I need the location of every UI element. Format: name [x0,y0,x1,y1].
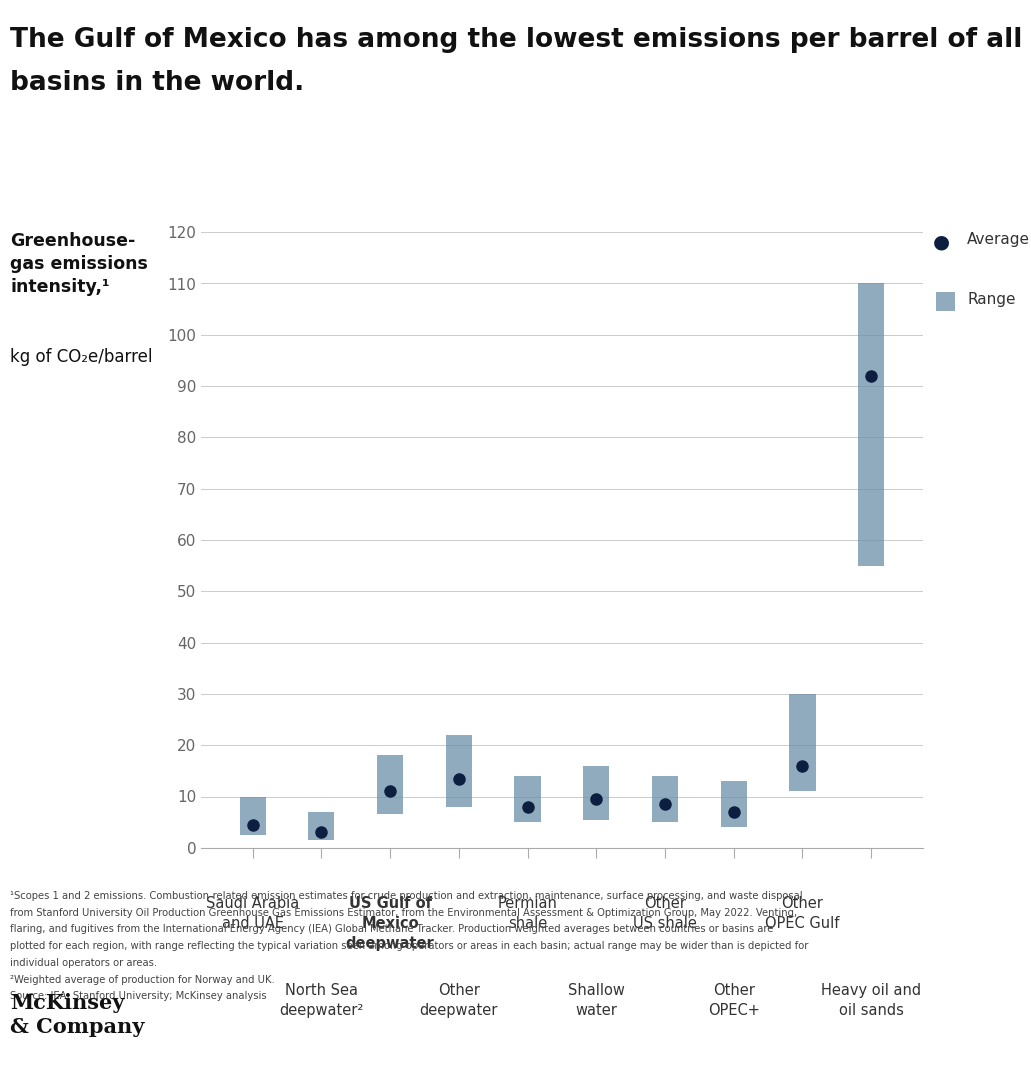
Text: Shallow
water: Shallow water [568,983,625,1017]
Text: kg of CO₂e/barrel: kg of CO₂e/barrel [10,348,153,366]
Text: Heavy oil and
oil sands: Heavy oil and oil sands [821,983,922,1017]
Text: Greenhouse-
gas emissions
intensity,¹: Greenhouse- gas emissions intensity,¹ [10,232,148,296]
Text: flaring, and fugitives from the International Energy Agency (IEA) Global Methane: flaring, and fugitives from the Internat… [10,924,773,934]
Text: Other
OPEC Gulf: Other OPEC Gulf [765,896,839,931]
Text: individual operators or areas.: individual operators or areas. [10,958,158,968]
Bar [858,283,885,566]
Bar [514,775,540,822]
Bar [652,775,678,822]
Bar [790,693,816,792]
Bar [377,756,403,814]
Bar [584,766,609,820]
Text: Source: IEA; Stanford University; McKinsey analysis: Source: IEA; Stanford University; McKins… [10,991,267,1001]
Text: basins in the world.: basins in the world. [10,70,304,96]
Text: ¹Scopes 1 and 2 emissions. Combustion-related emission estimates for crude produ: ¹Scopes 1 and 2 emissions. Combustion-re… [10,891,803,901]
Text: Other
US shale: Other US shale [633,896,697,931]
Text: Permian
shale: Permian shale [498,896,558,931]
Bar [308,812,334,840]
Text: ●: ● [933,232,950,252]
Text: US Gulf of
Mexico
deepwater: US Gulf of Mexico deepwater [345,896,434,951]
Text: Other
OPEC+: Other OPEC+ [708,983,760,1017]
Text: The Gulf of Mexico has among the lowest emissions per barrel of all major: The Gulf of Mexico has among the lowest … [10,27,1031,53]
Bar [445,734,472,807]
Bar [721,781,746,827]
Text: Other
deepwater: Other deepwater [420,983,498,1017]
Text: plotted for each region, with range reflecting the typical variation seen among : plotted for each region, with range refl… [10,941,808,951]
Text: ²Weighted average of production for Norway and UK.: ²Weighted average of production for Norw… [10,974,275,985]
Text: McKinsey: McKinsey [10,993,125,1013]
Text: Average: Average [967,232,1030,247]
Bar [239,797,266,835]
Text: North Sea
deepwater²: North Sea deepwater² [279,983,364,1017]
Text: from Stanford University Oil Production Greenhouse Gas Emissions Estimator, from: from Stanford University Oil Production … [10,907,797,918]
Text: & Company: & Company [10,1016,144,1037]
Text: Saudi Arabia
and UAE: Saudi Arabia and UAE [206,896,299,931]
Text: Range: Range [967,292,1016,307]
